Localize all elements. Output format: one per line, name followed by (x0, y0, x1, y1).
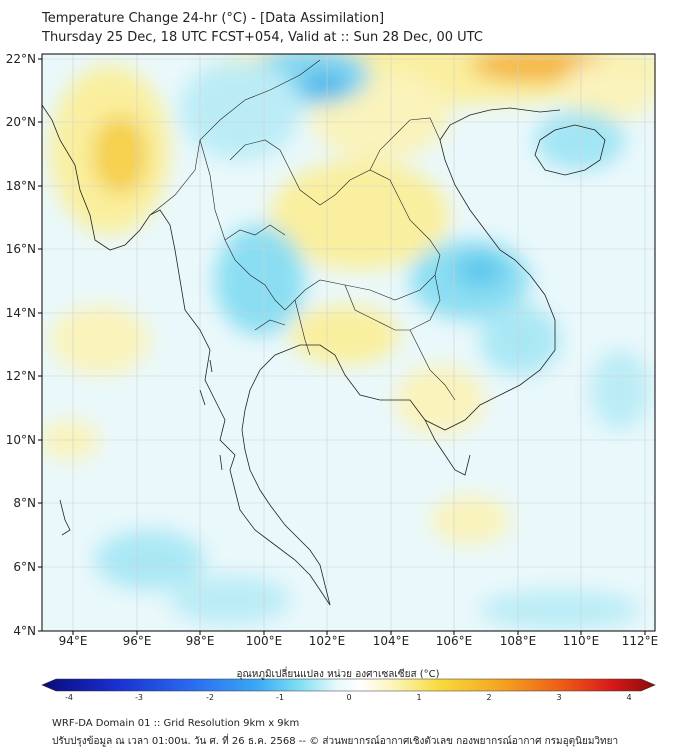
temperature-field (42, 54, 655, 631)
lat-label-22n: 22°N (5, 52, 36, 66)
lat-label-16n: 16°N (5, 242, 36, 256)
lon-label-94e: 94°E (58, 634, 88, 648)
map-subtitle: Thursday 25 Dec, 18 UTC FCST+054, Valid … (42, 30, 483, 45)
lon-label-96e: 96°E (122, 634, 152, 648)
colorbar-tick: -1 (276, 693, 284, 702)
lon-label-112e: 112°E (621, 634, 659, 648)
colorbar-title: อุณหภูมิเปลี่ยนแปลง หน่วย องศาเซลเซียส (… (236, 669, 440, 680)
lat-label-18n: 18°N (5, 179, 36, 193)
lon-label-108e: 108°E (499, 634, 537, 648)
lon-label-110e: 110°E (562, 634, 600, 648)
lon-label-104e: 104°E (372, 634, 410, 648)
colorbar-tick: 4 (626, 693, 632, 702)
lon-label-98e: 98°E (185, 634, 215, 648)
colorbar-tick: -2 (206, 693, 214, 702)
lat-label-20n: 20°N (5, 115, 36, 129)
map-frame (41, 53, 656, 632)
graticule (42, 54, 655, 631)
colorbar-tick: -3 (135, 693, 143, 702)
colorbar-tick: 1 (416, 693, 422, 702)
lat-label-14n: 14°N (5, 306, 36, 320)
lon-label-106e: 106°E (435, 634, 473, 648)
colorbar-tick: 0 (346, 693, 352, 702)
lat-label-10n: 10°N (5, 433, 36, 447)
axis-ticks (38, 58, 646, 635)
footer-update-info: ปรับปรุงข้อมูล ณ เวลา 01:00น. วัน ศ. ที่… (52, 736, 619, 747)
colorbar-tick: -4 (65, 693, 73, 702)
lat-label-4n: 4°N (13, 624, 36, 638)
lat-label-6n: 6°N (13, 560, 36, 574)
coastlines (42, 104, 606, 606)
lon-label-100e: 100°E (245, 634, 283, 648)
lon-label-102e: 102°E (308, 634, 346, 648)
colorbar-tick: 3 (556, 693, 562, 702)
colorbar (41, 678, 656, 692)
footer-domain-info: WRF-DA Domain 01 :: Grid Resolution 9km … (52, 718, 300, 729)
lat-label-12n: 12°N (5, 369, 36, 383)
lat-label-8n: 8°N (13, 496, 36, 510)
colorbar-tick: 2 (486, 693, 492, 702)
country-borders (149, 59, 456, 401)
map-title: Temperature Change 24-hr (°C) - [Data As… (42, 11, 385, 26)
